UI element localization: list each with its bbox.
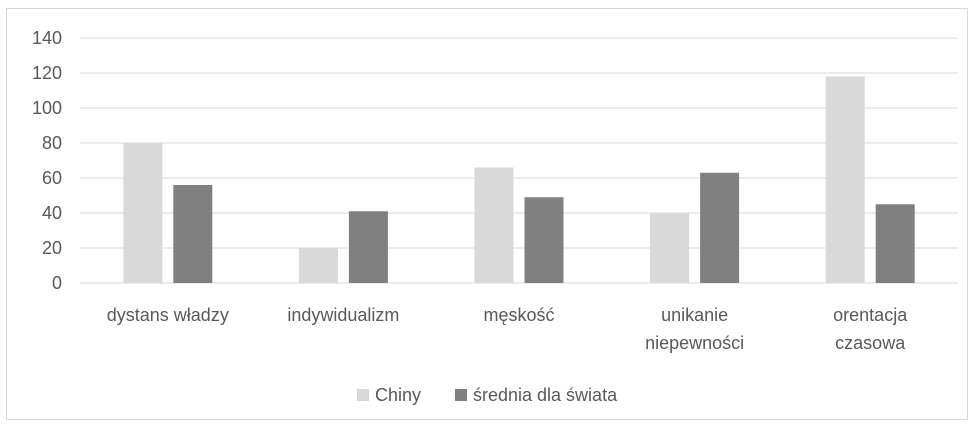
x-category-label: czasowa <box>835 333 906 353</box>
y-tick-label: 80 <box>42 133 62 153</box>
legend-swatch <box>357 389 369 401</box>
legend-swatch <box>455 389 467 401</box>
x-category-label: niepewności <box>645 333 744 353</box>
x-category-label: orentacja <box>833 305 908 325</box>
x-category-label: męskość <box>483 305 554 325</box>
bar-srednia-1 <box>348 211 388 283</box>
bar-srednia-3 <box>700 172 740 283</box>
category-labels: dystans władzy indywidualizm męskość unikan… <box>107 305 908 353</box>
y-axis-ticks: 0 20 40 60 80 100 120 140 <box>32 28 62 293</box>
bars <box>123 76 915 283</box>
bar-srednia-0 <box>173 185 213 283</box>
bar-chiny-4 <box>825 76 865 283</box>
legend-label: Chiny <box>375 385 421 405</box>
x-category-label: dystans władzy <box>107 305 229 325</box>
x-category-label: indywidualizm <box>287 305 399 325</box>
bar-srednia-4 <box>875 204 915 283</box>
y-tick-label: 140 <box>32 28 62 48</box>
bar-chiny-0 <box>123 143 163 283</box>
y-tick-label: 20 <box>42 238 62 258</box>
bar-chiny-3 <box>650 213 690 283</box>
legend-label: średnia dla świata <box>473 385 618 405</box>
bar-srednia-2 <box>524 197 564 283</box>
y-tick-label: 60 <box>42 168 62 188</box>
gridlines <box>80 37 958 284</box>
y-tick-label: 0 <box>52 273 62 293</box>
y-tick-label: 120 <box>32 63 62 83</box>
x-category-label: unikanie <box>661 305 728 325</box>
y-tick-label: 100 <box>32 98 62 118</box>
bar-chiny-2 <box>474 167 514 283</box>
y-tick-label: 40 <box>42 203 62 223</box>
bar-chiny-1 <box>298 248 338 283</box>
legend: Chiny średnia dla świata <box>357 385 618 405</box>
